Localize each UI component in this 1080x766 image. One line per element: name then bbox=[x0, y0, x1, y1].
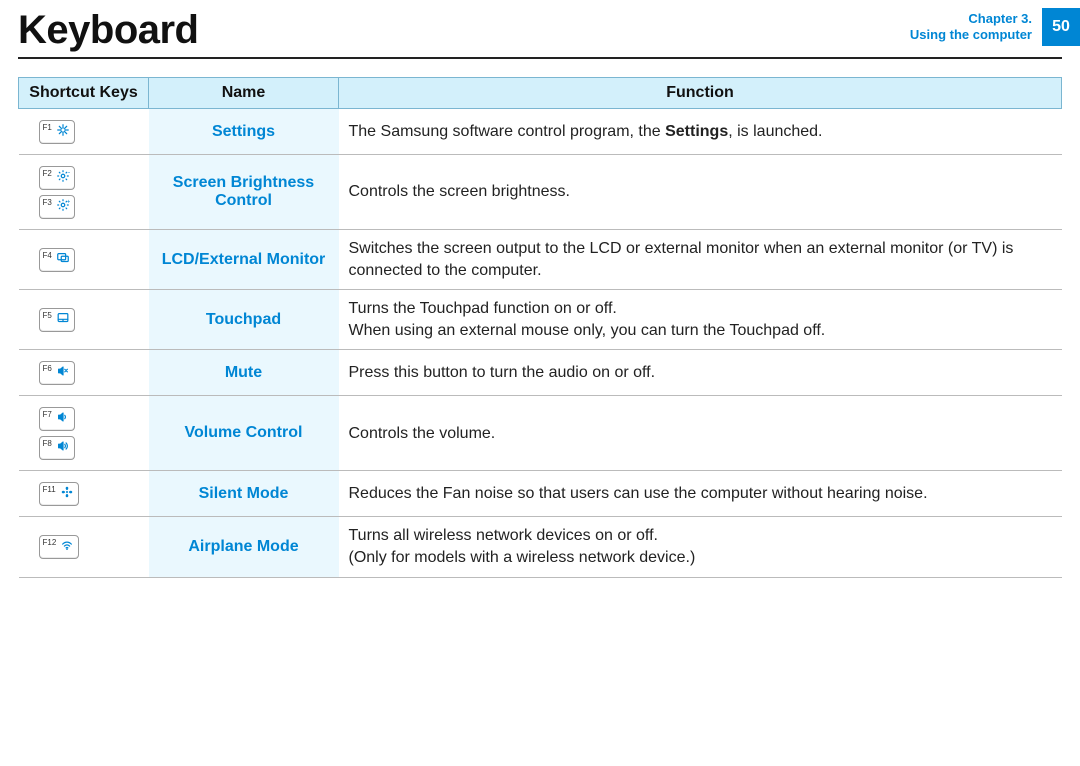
col-header-function: Function bbox=[339, 78, 1062, 109]
table-row: F2 − F3 + Screen Brightness ControlControls … bbox=[19, 155, 1062, 230]
brightness-down-icon: − bbox=[56, 169, 70, 188]
table-row: F4 LCD/External MonitorSwitches the scree… bbox=[19, 230, 1062, 290]
key-label: F11 bbox=[43, 485, 56, 494]
volume-low-icon bbox=[56, 410, 70, 429]
mute-icon bbox=[56, 364, 70, 383]
fan-icon bbox=[60, 485, 74, 504]
table-row: F11 Silent ModeReduces the Fan noise so t… bbox=[19, 471, 1062, 517]
key-label: F6 bbox=[43, 364, 52, 373]
key-f5: F5 bbox=[39, 308, 75, 332]
cell-keys: F5 bbox=[19, 290, 149, 350]
key-f11: F11 bbox=[39, 482, 79, 506]
key-f2: F2 − bbox=[39, 166, 75, 190]
col-header-name: Name bbox=[149, 78, 339, 109]
touchpad-icon bbox=[56, 311, 70, 330]
chapter-line2: Using the computer bbox=[910, 27, 1032, 43]
cell-function: The Samsung software control program, th… bbox=[339, 109, 1062, 155]
cell-keys: F6 bbox=[19, 350, 149, 396]
chapter-info: Chapter 3. Using the computer 50 bbox=[910, 8, 1080, 46]
key-label: F5 bbox=[43, 311, 52, 320]
chapter-line1: Chapter 3. bbox=[910, 11, 1032, 27]
key-label: F4 bbox=[43, 251, 52, 260]
brightness-up-icon: + bbox=[56, 198, 70, 217]
chapter-text: Chapter 3. Using the computer bbox=[910, 11, 1036, 42]
key-f8: F8 bbox=[39, 436, 75, 460]
key-f6: F6 bbox=[39, 361, 75, 385]
key-f12: F12 bbox=[39, 535, 80, 559]
cell-keys: F2 − F3 + bbox=[19, 155, 149, 230]
cell-function: Switches the screen output to the LCD or… bbox=[339, 230, 1062, 290]
page-title: Keyboard bbox=[18, 8, 199, 53]
cell-function: Reduces the Fan noise so that users can … bbox=[339, 471, 1062, 517]
cell-name: Settings bbox=[149, 109, 339, 155]
volume-high-icon bbox=[56, 439, 70, 458]
cell-name: Mute bbox=[149, 350, 339, 396]
cell-keys: F1 bbox=[19, 109, 149, 155]
table-row: F7 F8 Volume ControlControls the volume. bbox=[19, 396, 1062, 471]
key-label: F12 bbox=[43, 538, 57, 547]
cell-name: Touchpad bbox=[149, 290, 339, 350]
table-header-row: Shortcut Keys Name Function bbox=[19, 78, 1062, 109]
key-f3: F3 + bbox=[39, 195, 75, 219]
table-row: F12 Airplane ModeTurns all wireless netwo… bbox=[19, 517, 1062, 577]
cell-keys: F7 F8 bbox=[19, 396, 149, 471]
cell-name: Screen Brightness Control bbox=[149, 155, 339, 230]
cell-name: LCD/External Monitor bbox=[149, 230, 339, 290]
key-label: F1 bbox=[43, 123, 52, 132]
page-header: Keyboard Chapter 3. Using the computer 5… bbox=[0, 0, 1080, 53]
wifi-icon bbox=[60, 538, 74, 557]
cell-keys: F4 bbox=[19, 230, 149, 290]
key-f4: F4 bbox=[39, 248, 75, 272]
col-header-keys: Shortcut Keys bbox=[19, 78, 149, 109]
table-row: F6 MutePress this button to turn the audi… bbox=[19, 350, 1062, 396]
gear-icon bbox=[56, 123, 70, 142]
cell-name: Silent Mode bbox=[149, 471, 339, 517]
cell-function: Turns the Touchpad function on or off.Wh… bbox=[339, 290, 1062, 350]
shortcut-table: Shortcut Keys Name Function F1 SettingsTh… bbox=[18, 77, 1062, 578]
cell-keys: F12 bbox=[19, 517, 149, 577]
svg-text:+: + bbox=[67, 198, 70, 205]
cell-name: Airplane Mode bbox=[149, 517, 339, 577]
key-f1: F1 bbox=[39, 120, 75, 144]
cell-name: Volume Control bbox=[149, 396, 339, 471]
key-label: F3 bbox=[43, 198, 52, 207]
cell-function: Press this button to turn the audio on o… bbox=[339, 350, 1062, 396]
table-row: F1 SettingsThe Samsung software control p… bbox=[19, 109, 1062, 155]
cell-keys: F11 bbox=[19, 471, 149, 517]
page-number-badge: 50 bbox=[1042, 8, 1080, 46]
table-row: F5 TouchpadTurns the Touchpad function on… bbox=[19, 290, 1062, 350]
key-f7: F7 bbox=[39, 407, 75, 431]
key-label: F7 bbox=[43, 410, 52, 419]
svg-text:−: − bbox=[67, 169, 70, 176]
cell-function: Controls the screen brightness. bbox=[339, 155, 1062, 230]
key-label: F2 bbox=[43, 169, 52, 178]
header-divider bbox=[18, 57, 1062, 59]
key-label: F8 bbox=[43, 439, 52, 448]
cell-function: Controls the volume. bbox=[339, 396, 1062, 471]
monitor-icon bbox=[56, 251, 70, 270]
cell-function: Turns all wireless network devices on or… bbox=[339, 517, 1062, 577]
